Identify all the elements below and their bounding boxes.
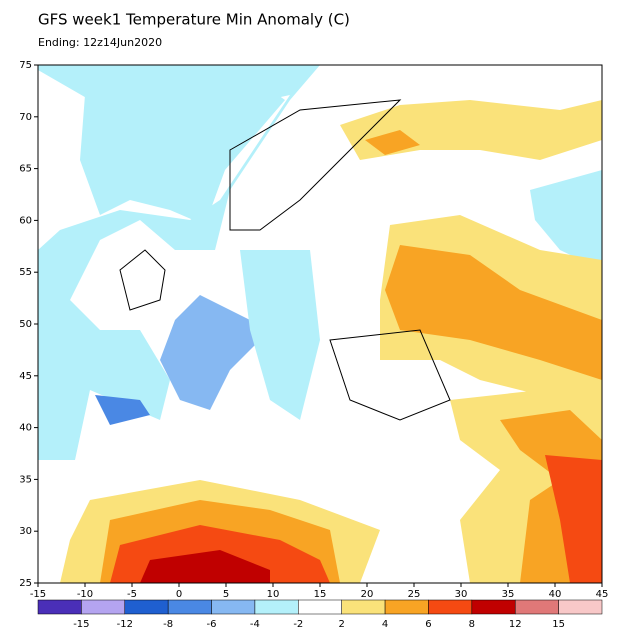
legend-label: 2 bbox=[339, 619, 345, 630]
cool-anomaly bbox=[80, 75, 285, 225]
legend-swatch bbox=[558, 599, 603, 615]
lon-tick-label: 15 bbox=[314, 589, 327, 600]
lon-tick-label: 5 bbox=[223, 589, 229, 600]
cool-anomaly bbox=[530, 170, 602, 270]
lat-tick-label: 35 bbox=[19, 474, 32, 485]
warm-anomaly bbox=[365, 130, 420, 155]
lon-tick-label: 20 bbox=[361, 589, 374, 600]
legend-label: -2 bbox=[293, 619, 303, 630]
legend-label: 15 bbox=[552, 619, 565, 630]
legend-label: 8 bbox=[469, 619, 475, 630]
cold-anomaly bbox=[95, 395, 150, 425]
legend-label: -4 bbox=[250, 619, 260, 630]
lon-tick-label: -10 bbox=[77, 589, 93, 600]
map-area bbox=[37, 64, 603, 584]
lon-tick-label: -15 bbox=[30, 589, 46, 600]
legend-label: -8 bbox=[163, 619, 173, 630]
legend-swatch bbox=[254, 599, 299, 615]
legend-swatch bbox=[167, 599, 212, 615]
legend-label: -12 bbox=[117, 619, 133, 630]
legend-label: 12 bbox=[509, 619, 522, 630]
lat-tick-label: 25 bbox=[19, 578, 32, 589]
lat-tick-label: 45 bbox=[19, 371, 32, 382]
legend-swatch bbox=[341, 599, 386, 615]
lon-tick-label: 25 bbox=[408, 589, 421, 600]
coastline bbox=[119, 99, 451, 421]
cool-anomaly bbox=[240, 250, 320, 420]
legend-swatch bbox=[428, 599, 473, 615]
lon-tick-label: 0 bbox=[176, 589, 182, 600]
lat-tick-label: 70 bbox=[19, 112, 32, 123]
hot-anomaly bbox=[545, 455, 602, 583]
lon-tick-label: 40 bbox=[549, 589, 562, 600]
lat-tick-label: 50 bbox=[19, 319, 32, 330]
legend-swatch bbox=[124, 599, 169, 615]
title: GFS week1 Temperature Min Anomaly (C) bbox=[38, 11, 350, 29]
lat-tick-label: 40 bbox=[19, 423, 32, 434]
legend-label: 6 bbox=[425, 619, 431, 630]
warm-anomaly bbox=[385, 245, 602, 380]
lat-tick-label: 55 bbox=[19, 267, 32, 278]
legend-swatch bbox=[211, 599, 256, 615]
lon-tick-label: 35 bbox=[502, 589, 515, 600]
lat-tick-label: 75 bbox=[19, 60, 32, 71]
legend-swatch bbox=[514, 599, 559, 615]
cold-anomaly bbox=[160, 295, 260, 410]
lon-tick-label: 10 bbox=[267, 589, 280, 600]
subtitle: Ending: 12z14Jun2020 bbox=[38, 36, 162, 49]
lat-tick-label: 65 bbox=[19, 164, 32, 175]
legend-label: -6 bbox=[207, 619, 217, 630]
legend-swatch bbox=[384, 599, 429, 615]
lon-tick-label: -5 bbox=[127, 589, 137, 600]
very-hot-anomaly bbox=[140, 550, 270, 583]
legend-swatch bbox=[298, 599, 342, 615]
lat-tick-label: 60 bbox=[19, 215, 32, 226]
legend-label: 4 bbox=[382, 619, 388, 630]
legend-swatch bbox=[471, 599, 516, 615]
lon-tick-label: 30 bbox=[455, 589, 468, 600]
legend-swatch bbox=[37, 599, 82, 615]
lon-tick-label: 45 bbox=[596, 589, 609, 600]
legend-label: -15 bbox=[73, 619, 89, 630]
legend-swatch bbox=[81, 599, 126, 615]
lat-tick-label: 30 bbox=[19, 526, 32, 537]
